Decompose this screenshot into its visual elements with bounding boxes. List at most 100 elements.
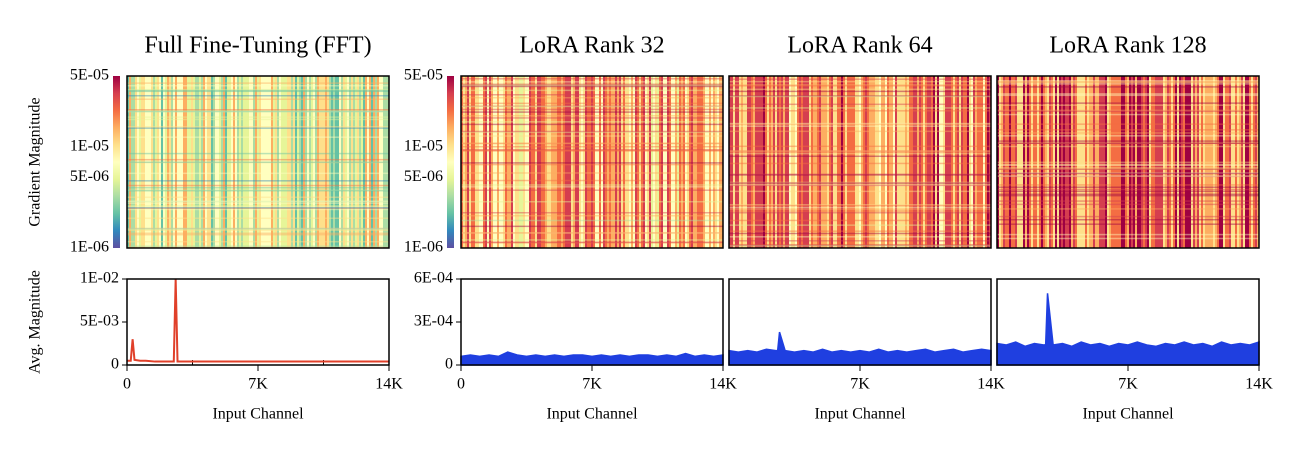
heatmap-stripe — [257, 76, 259, 248]
heatmap-stripe — [619, 76, 621, 248]
heatmap-stripe — [863, 76, 865, 248]
heatmap-stripe — [819, 76, 821, 248]
heatmap-row — [997, 123, 1259, 125]
heatmap-stripe — [523, 76, 525, 248]
heatmap-stripe — [1239, 76, 1241, 248]
heatmap-stripe — [1015, 76, 1017, 248]
heatmap-stripe — [943, 76, 945, 248]
heatmap-stripe — [875, 76, 877, 248]
heatmap-row — [461, 232, 723, 234]
heatmap-row — [127, 200, 389, 203]
heatmap-stripe — [583, 76, 585, 248]
heatmap-stripe — [839, 76, 841, 248]
heatmap-stripe — [1005, 76, 1007, 248]
heatmap-stripe — [801, 76, 803, 248]
heatmap-row — [127, 180, 389, 182]
x-tick-label: 0 — [457, 376, 465, 393]
heatmap-stripe — [231, 76, 233, 248]
heatmap-row — [997, 161, 1259, 164]
heatmap-stripe — [199, 76, 201, 248]
heatmap-stripe — [169, 76, 171, 248]
heatmap-stripe — [341, 76, 343, 248]
heatmap-row — [729, 85, 991, 87]
heatmap-stripe — [641, 76, 643, 248]
heatmap-row — [461, 105, 723, 107]
heatmap-row — [127, 172, 389, 175]
heatmap-stripe — [163, 76, 165, 248]
heatmap-stripe — [1257, 76, 1259, 248]
heatmap-stripe — [157, 76, 159, 248]
heatmap-stripe — [833, 76, 835, 248]
heatmap-row — [729, 95, 991, 97]
heatmap-stripe — [527, 76, 529, 248]
heatmap-stripe — [313, 76, 315, 248]
heatmap-stripe — [253, 76, 255, 248]
heatmap-row — [997, 168, 1259, 170]
heatmap-stripe — [197, 76, 199, 248]
heatmap-stripe — [1149, 76, 1151, 248]
heatmap-stripe — [937, 76, 939, 248]
heatmap-stripe — [149, 76, 151, 248]
heatmap — [127, 76, 389, 249]
heatmap-row — [127, 98, 389, 100]
heatmap-row — [127, 110, 389, 113]
heatmap-stripe — [235, 76, 237, 248]
heatmap-row — [729, 84, 991, 86]
heatmap-stripe — [1047, 76, 1049, 248]
heatmap-stripe — [183, 76, 185, 248]
heatmap-stripe — [755, 76, 757, 248]
heatmap-stripe — [511, 76, 513, 248]
heatmap-stripe — [159, 76, 161, 248]
heatmap-stripe — [997, 76, 999, 248]
heatmap-stripe — [205, 76, 207, 248]
heatmap-stripe — [597, 76, 599, 248]
heatmap-stripe — [179, 76, 181, 248]
heatmap-stripe — [1081, 76, 1083, 248]
heatmap-stripe — [961, 76, 963, 248]
heatmap-stripe — [851, 76, 853, 248]
heatmap-stripe — [219, 76, 221, 248]
heatmap-stripe — [1071, 76, 1073, 248]
plot-frame — [728, 278, 992, 366]
heatmap-stripe — [841, 76, 843, 248]
heatmap-row — [461, 225, 723, 228]
heatmap-row — [127, 228, 389, 231]
x-tick-label: 7K — [850, 376, 870, 393]
heatmap-stripe — [1061, 76, 1063, 248]
heatmap-stripe — [1237, 76, 1239, 248]
heatmap-stripe — [1109, 76, 1111, 248]
heatmap-stripe — [153, 76, 155, 248]
heatmap-row — [729, 174, 991, 176]
heatmap-stripe — [285, 76, 287, 248]
heatmap-stripe — [383, 76, 385, 248]
heatmap-row — [127, 202, 389, 204]
heatmap-stripe — [653, 76, 655, 248]
heatmap-stripe — [599, 76, 601, 248]
heatmap-row — [997, 200, 1259, 202]
heatmap-row — [461, 83, 723, 86]
heatmap-stripe — [279, 76, 281, 248]
heatmap-stripe — [353, 76, 355, 248]
heatmap-stripe — [255, 76, 257, 248]
heatmap-stripe — [953, 76, 955, 248]
heatmap-stripe — [693, 76, 695, 248]
heatmap-stripe — [809, 76, 811, 248]
heatmap-stripe — [509, 76, 511, 248]
heatmap-stripe — [129, 76, 131, 248]
heatmap-stripe — [951, 76, 953, 248]
heatmap-row — [997, 218, 1259, 221]
heatmap-row — [461, 145, 723, 148]
heatmap-stripe — [887, 76, 889, 248]
heatmap-stripe — [311, 76, 313, 248]
heatmap-stripe — [507, 76, 509, 248]
heatmap-stripe — [883, 76, 885, 248]
heatmap-stripe — [817, 76, 819, 248]
heatmap-stripe — [1157, 76, 1159, 248]
heatmap-stripe — [1023, 76, 1025, 248]
heatmap-stripe — [229, 76, 231, 248]
heatmap-stripe — [317, 76, 319, 248]
heatmap-row — [729, 204, 991, 207]
heatmap-stripe — [607, 76, 609, 248]
heatmap-row — [997, 233, 1259, 236]
heatmap-stripe — [379, 76, 381, 248]
